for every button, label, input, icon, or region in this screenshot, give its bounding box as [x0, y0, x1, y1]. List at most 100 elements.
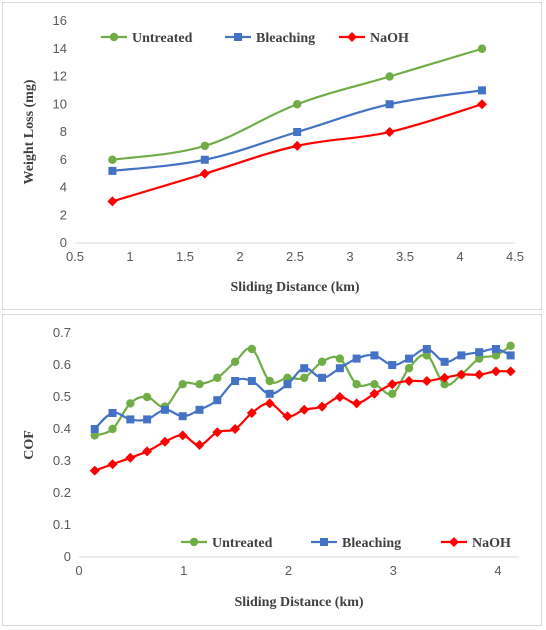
data-point [456, 369, 467, 380]
series-untreated [108, 44, 487, 164]
data-point [265, 389, 274, 398]
y-tick-label: 0.3 [53, 453, 71, 468]
data-point [212, 427, 223, 438]
y-tick-label: 16 [53, 13, 67, 28]
series-untreated [90, 341, 515, 440]
data-point [142, 446, 153, 457]
x-axis-title: Sliding Distance (km) [234, 595, 363, 610]
y-tick-label: 6 [60, 152, 67, 167]
x-tick-label: 1 [126, 249, 133, 264]
data-point [292, 140, 303, 151]
data-point [299, 404, 310, 415]
x-tick-label: 4.5 [506, 249, 524, 264]
data-point [107, 196, 118, 207]
data-point [213, 373, 222, 382]
data-point [404, 364, 414, 373]
data-point [213, 396, 222, 405]
data-point [283, 380, 292, 389]
data-point [300, 373, 309, 382]
legend-marker [449, 537, 459, 547]
legend-marker [189, 537, 199, 547]
data-point [490, 366, 501, 377]
legend-label: NaOH [472, 536, 511, 551]
data-point [200, 141, 209, 151]
y-tick-label: 2 [60, 207, 67, 222]
data-point [384, 127, 395, 137]
y-axis-title: Weight Loss (mg) [22, 79, 37, 184]
data-point [351, 398, 362, 409]
y-tick-label: 8 [60, 124, 67, 139]
data-point [474, 354, 484, 363]
data-point [89, 465, 100, 476]
x-tick-label: 0 [75, 563, 82, 578]
data-point [160, 405, 169, 414]
legend-marker [234, 33, 242, 41]
x-tick-label: 4 [494, 563, 501, 578]
data-point [143, 415, 152, 424]
x-tick-label: 2.5 [286, 249, 304, 264]
data-point [405, 354, 413, 363]
y-tick-label: 0.5 [53, 389, 71, 404]
data-point [142, 392, 152, 402]
series-bleaching [108, 86, 486, 175]
y-tick-label: 12 [53, 69, 67, 84]
y-tick-label: 0.6 [53, 357, 71, 372]
data-point [108, 409, 117, 417]
y-tick-label: 0 [60, 235, 67, 250]
data-point [108, 166, 117, 175]
data-point [247, 377, 256, 385]
data-point [385, 100, 394, 109]
y-tick-label: 0.4 [53, 421, 71, 436]
legend-label: Untreated [132, 31, 193, 46]
data-point [506, 351, 515, 360]
data-point [265, 376, 274, 386]
legend-marker [320, 538, 328, 546]
x-tick-label: 1 [180, 563, 187, 578]
data-point [199, 168, 210, 179]
data-point [195, 405, 204, 414]
data-point [422, 351, 432, 360]
data-point [388, 361, 397, 369]
x-tick-label: 1.5 [176, 249, 194, 264]
x-tick-label: 2 [236, 249, 243, 264]
data-point [477, 99, 487, 110]
data-point [370, 380, 379, 389]
y-tick-label: 0 [64, 549, 71, 564]
data-point [440, 380, 449, 389]
legend-label: Bleaching [342, 536, 401, 551]
series-naoh [89, 366, 516, 476]
data-point [370, 351, 379, 360]
x-axis-title: Sliding Distance (km) [230, 280, 359, 295]
legend-marker [109, 32, 119, 42]
x-tick-label: 3 [346, 249, 353, 264]
legend-marker [347, 32, 357, 42]
data-point [195, 380, 204, 389]
data-point [246, 408, 257, 418]
legend-label: Untreated [212, 536, 273, 551]
data-point [107, 459, 118, 470]
data-point [230, 424, 241, 434]
data-point [159, 436, 170, 447]
y-tick-label: 0.2 [53, 485, 71, 500]
y-tick-label: 10 [53, 96, 67, 111]
data-point [477, 44, 487, 53]
data-point [491, 351, 501, 360]
y-tick-label: 4 [60, 180, 67, 195]
y-tick-label: 0.7 [53, 325, 71, 340]
data-point [439, 372, 450, 383]
data-point [506, 341, 515, 350]
data-point [293, 128, 302, 136]
data-point [126, 399, 135, 408]
data-point [194, 440, 205, 450]
data-point [200, 155, 209, 164]
data-point [125, 452, 136, 463]
data-point [283, 373, 292, 382]
data-point [108, 155, 117, 164]
cof-chart-panel: 0 0.1 0.2 0.3 0.4 0.5 0.6 0.7 0 1 2 3 4 Sliding Dista… [2, 314, 542, 626]
data-point [318, 373, 327, 382]
data-point [457, 351, 466, 360]
data-point [90, 431, 99, 440]
data-point [505, 366, 516, 377]
data-point [178, 412, 187, 421]
weight-loss-chart-panel: 0 2 4 6 8 10 12 14 16 0.5 1 1.5 2 2.5 3 3.5 4 4.5 Sliding … [2, 2, 542, 310]
